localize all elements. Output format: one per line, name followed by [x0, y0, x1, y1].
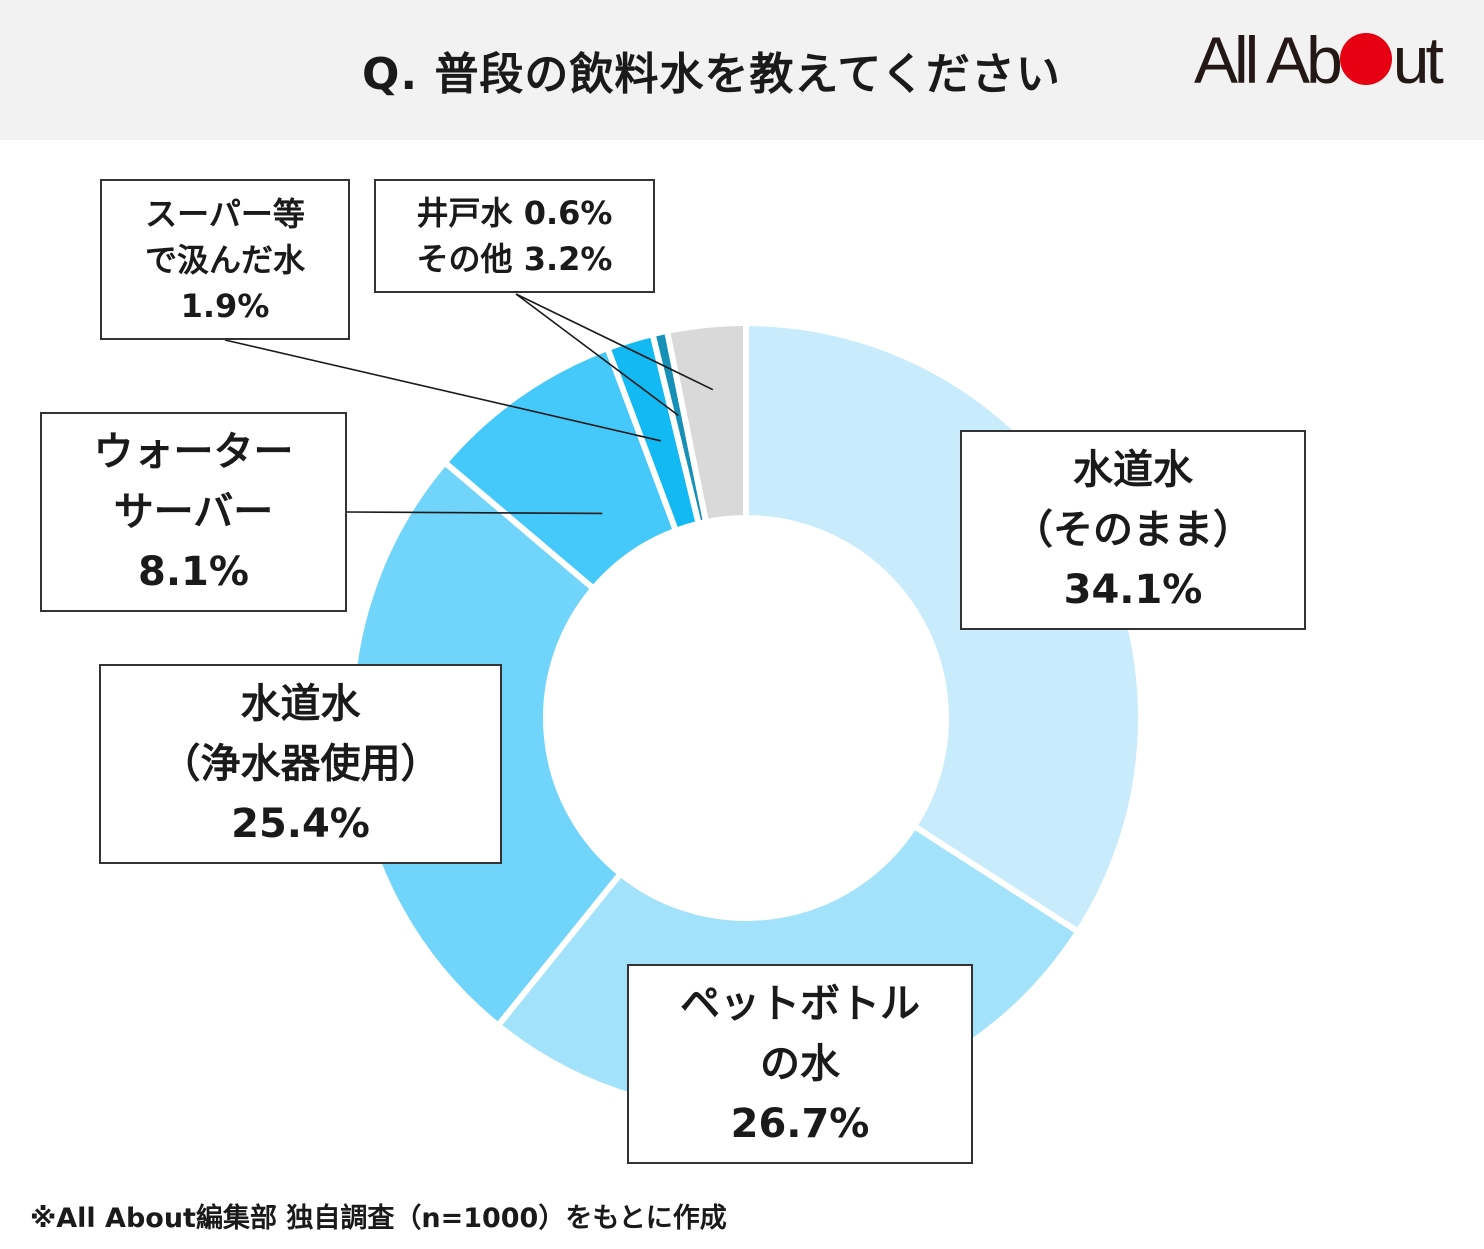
slice-other: [663, 319, 749, 526]
label-bottled-line1: ペットボトル: [680, 981, 920, 1027]
label-bottled-line2: の水: [760, 1041, 840, 1087]
label-tap-raw-line2: （そのまま）: [1013, 507, 1253, 553]
leader-other: [515, 293, 714, 391]
label-bottled-value: 26.7%: [730, 1101, 870, 1147]
label-bottled: ペットボトル の水 26.7%: [627, 964, 973, 1164]
label-store-line1: スーパー等: [145, 194, 305, 233]
label-tap-filtered-value: 25.4%: [231, 801, 370, 847]
label-tap-filtered-line2: （浄水器使用）: [160, 741, 441, 787]
label-tap-filtered-line1: 水道水: [240, 681, 361, 727]
logo-text-1: All Ab: [1194, 23, 1343, 97]
footnote: ※All About編集部 独自調査（n=1000）をもとに作成: [30, 1203, 727, 1234]
label-well: 井戸水 0.6%: [416, 194, 613, 232]
leader-server: [346, 511, 603, 515]
label-store-line2: で汲んだ水: [144, 240, 305, 279]
chart-title: Q. 普段の飲料水を教えてください: [362, 49, 1061, 100]
leader-lines: [224, 293, 714, 515]
label-tap-raw-line1: 水道水: [1073, 447, 1193, 493]
label-tap-raw-value: 34.1%: [1063, 567, 1203, 613]
label-store: スーパー等 で汲んだ水 1.9%: [100, 179, 350, 340]
label-server-value: 8.1%: [138, 549, 249, 595]
label-other: その他 3.2%: [416, 240, 613, 278]
label-server-line2: サーバー: [113, 489, 274, 535]
label-well-other: 井戸水 0.6% その他 3.2%: [374, 179, 655, 293]
logo-text-2: ut: [1392, 23, 1444, 97]
label-server-line1: ウォーター: [93, 429, 294, 475]
leader-well: [515, 293, 679, 417]
header-bar: Q. 普段の飲料水を教えてください All Ab ut: [0, 0, 1484, 140]
label-store-value: 1.9%: [180, 286, 270, 325]
label-server: ウォーター サーバー 8.1%: [40, 412, 347, 612]
label-tap-filtered: 水道水 （浄水器使用） 25.4%: [99, 664, 502, 864]
label-tap-raw: 水道水 （そのまま） 34.1%: [960, 430, 1306, 630]
leader-store: [224, 339, 661, 442]
allabout-logo: All Ab ut: [1194, 24, 1476, 96]
logo-red-dot: [1339, 33, 1392, 85]
